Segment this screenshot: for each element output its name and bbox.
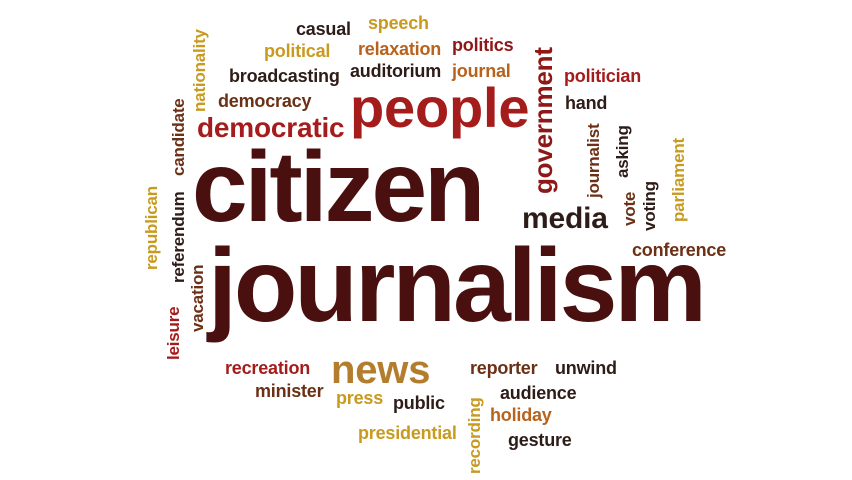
word-journalist: journalist xyxy=(584,123,603,198)
word-auditorium: auditorium xyxy=(350,61,441,81)
word-journalism: journalism xyxy=(208,228,707,344)
word-press: press xyxy=(336,388,384,408)
word-leisure: leisure xyxy=(164,306,183,360)
word-politics: politics xyxy=(452,35,514,55)
word-broadcasting: broadcasting xyxy=(229,66,340,86)
word-reporter: reporter xyxy=(470,358,538,378)
word-vacation: vacation xyxy=(188,264,207,332)
word-speech: speech xyxy=(368,13,429,33)
word-journal: journal xyxy=(452,61,511,81)
word-media: media xyxy=(522,202,608,235)
word-hand: hand xyxy=(565,93,608,113)
word-minister: minister xyxy=(255,381,324,401)
word-democracy: democracy xyxy=(218,91,312,111)
word-asking: asking xyxy=(613,125,632,178)
word-people: people xyxy=(350,76,530,139)
word-nationality: nationality xyxy=(190,29,209,112)
word-parliament: parliament xyxy=(669,138,688,222)
word-vote: vote xyxy=(620,191,639,226)
word-referendum: referendum xyxy=(169,191,188,283)
word-politician: politician xyxy=(564,66,642,86)
word-political: political xyxy=(264,41,331,61)
word-voting: voting xyxy=(640,181,659,231)
word-candidate: candidate xyxy=(169,98,188,176)
word-holiday: holiday xyxy=(490,405,552,425)
word-gesture: gesture xyxy=(508,430,572,450)
word-relaxation: relaxation xyxy=(358,39,442,59)
word-conference: conference xyxy=(632,240,727,260)
word-citizen: citizen xyxy=(192,131,485,243)
word-government: government xyxy=(528,47,558,194)
word-unwind: unwind xyxy=(555,358,617,378)
word-casual: casual xyxy=(296,19,351,39)
word-recreation: recreation xyxy=(225,358,311,378)
word-democratic: democratic xyxy=(197,112,345,143)
word-recording: recording xyxy=(465,397,484,474)
word-presidential: presidential xyxy=(358,423,457,443)
word-republican: republican xyxy=(142,186,161,270)
word-news: news xyxy=(331,348,431,392)
word-public: public xyxy=(393,393,445,413)
word-audience: audience xyxy=(500,383,577,403)
